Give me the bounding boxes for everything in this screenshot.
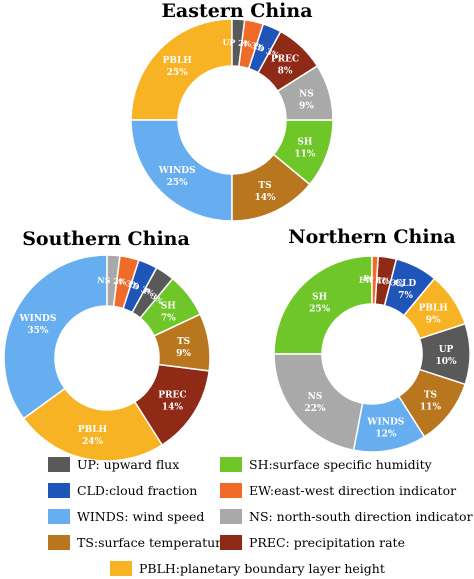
eastern-slice-winds xyxy=(130,119,233,222)
northern-label-sh: SH 25% xyxy=(309,293,331,315)
northern-label-ew: EW 1% xyxy=(359,275,391,286)
northern-slice-cld xyxy=(383,258,436,317)
legend-label-ts: TS:surface temperature xyxy=(77,535,229,550)
southern-slice-pblh xyxy=(22,387,164,462)
southern-slice-prec xyxy=(133,363,211,447)
southern-slice-ew xyxy=(112,254,140,310)
southern-label-sh: SH 7% xyxy=(161,301,176,323)
legend-swatch-ns xyxy=(220,509,242,524)
northern-slice-sh xyxy=(273,255,373,355)
legend-label-winds: WINDS: wind speed xyxy=(77,509,204,524)
legend: UP: upward flux SH:surface specific humid… xyxy=(48,457,473,576)
legend-label-ns: NS: north-south direction indicator xyxy=(249,509,473,524)
northern-slice-up xyxy=(418,322,471,386)
northern-slice-ns xyxy=(273,353,364,452)
northern-slice-prec xyxy=(374,255,398,307)
southern-label-prec: PREC 14% xyxy=(158,391,186,413)
legend-swatch-ts xyxy=(48,535,70,550)
legend-label-cld: CLD:cloud fraction xyxy=(77,483,197,498)
southern-slice-ns xyxy=(106,254,121,308)
eastern-slice-up xyxy=(231,18,246,68)
eastern-slice-ns xyxy=(276,64,334,121)
eastern-label-prec: PREC 8% xyxy=(271,55,299,77)
eastern-label-ts: TS 14% xyxy=(254,181,276,203)
southern-label-pblh: PBLH 24% xyxy=(78,425,108,447)
eastern-slice-sh xyxy=(272,119,334,186)
southern-slice-up xyxy=(131,266,174,319)
legend-label-ew: EW:east-west direction indicator xyxy=(249,483,456,498)
legend-label-up: UP: upward flux xyxy=(77,457,179,472)
eastern-china-title: Eastern China xyxy=(161,0,312,22)
eastern-slice-ts xyxy=(231,153,311,222)
northern-china-title: Northern China xyxy=(288,226,455,248)
southern-china-title: Southern China xyxy=(22,228,190,250)
eastern-slice-cld xyxy=(247,22,282,74)
eastern-china-donut: PBLH 25%WINDS 25% TS 14%SH 11%NS 9%PREC 8%CLD 3… xyxy=(130,18,334,222)
northern-label-cld: CLD 7% xyxy=(395,279,416,301)
southern-slice-ts xyxy=(153,313,211,372)
southern-label-ns: NS 2% xyxy=(97,275,127,287)
legend-swatch-up xyxy=(48,457,70,472)
legend-swatch-prec xyxy=(220,535,242,550)
legend-swatch-sh xyxy=(220,457,242,472)
northern-slice-ew xyxy=(371,255,379,305)
eastern-label-sh: SH 11% xyxy=(294,137,316,159)
eastern-slice-pblh xyxy=(130,18,233,121)
southern-slice-winds xyxy=(3,254,108,420)
eastern-label-pblh: PBLH 25% xyxy=(163,56,193,78)
northern-slice-ts xyxy=(397,368,467,438)
northern-china-donut: SH 25%NS 22%WINDS 12%TS 11%UP 10%PBLH 9%CLD 7%P… xyxy=(273,255,471,453)
eastern-label-winds: WINDS 25% xyxy=(158,166,196,188)
legend-swatch-winds xyxy=(48,509,70,524)
southern-label-winds: WINDS 35% xyxy=(19,314,57,336)
legend-label-pblh: PBLH:planetary boundary layer height xyxy=(139,561,385,576)
legend-swatch-pblh xyxy=(110,561,132,576)
southern-slice-cld xyxy=(122,259,158,314)
legend-swatch-ew xyxy=(220,483,242,498)
northern-label-ts: TS 11% xyxy=(420,390,442,412)
northern-label-up: UP 10% xyxy=(435,345,457,367)
legend-swatch-cld xyxy=(48,483,70,498)
legend-label-prec: PREC: precipitation rate xyxy=(249,535,405,550)
eastern-label-up: UP 2% xyxy=(222,37,252,49)
legend-label-sh: SH:surface specific humidity xyxy=(249,457,433,472)
northern-label-pblh: PBLH 9% xyxy=(419,303,449,325)
northern-slice-pblh xyxy=(402,277,467,340)
northern-label-winds: WINDS 12% xyxy=(366,418,404,440)
eastern-label-ns: NS 9% xyxy=(299,89,314,111)
eastern-slice-ew xyxy=(237,18,265,70)
southern-slice-sh xyxy=(139,277,202,337)
southern-label-ts: TS 9% xyxy=(176,337,191,359)
southern-china-donut: WINDS 35%PBLH 24%PREC 14%TS 9%SH 7%UP 3%CLD 3… xyxy=(3,254,211,462)
northern-label-ns: NS 22% xyxy=(304,392,326,414)
